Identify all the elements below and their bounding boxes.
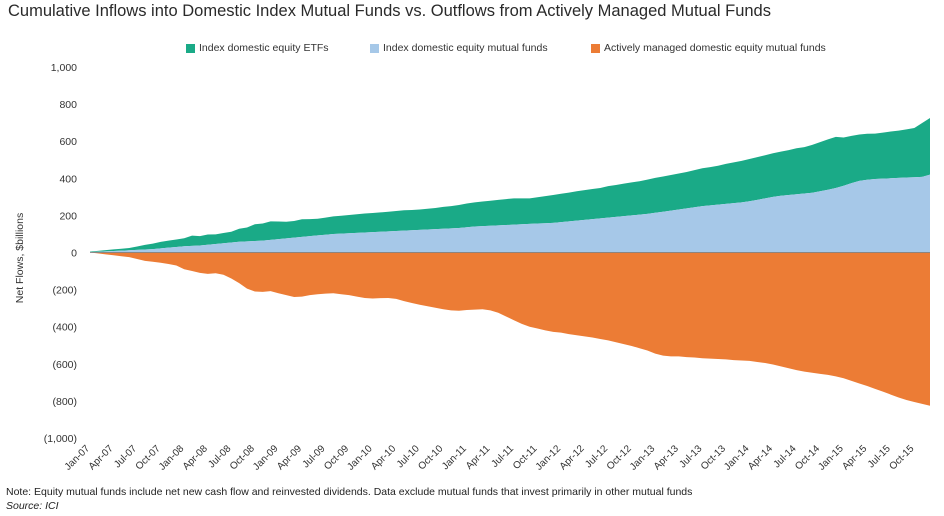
legend-swatch-active: [591, 43, 600, 53]
y-tick-label: (200): [52, 285, 77, 297]
x-tick-label: Apr-15: [840, 443, 869, 472]
x-tick-label: Apr-11: [464, 443, 493, 472]
legend-item-etf: Index domestic equity ETFs: [186, 42, 329, 54]
x-tick-label: Apr-14: [746, 443, 775, 472]
x-tick-label: Jan-10: [345, 443, 375, 473]
x-tick-label: Apr-07: [87, 443, 116, 472]
y-tick-label: (1,000): [44, 433, 77, 445]
y-tick-label: 800: [59, 99, 77, 111]
x-tick-label: Jan-12: [534, 443, 564, 473]
legend-item-index-mf: Index domestic equity mutual funds: [370, 42, 548, 54]
y-tick-label: (800): [52, 396, 77, 408]
x-tick-label: Jan-09: [251, 443, 281, 473]
x-tick-label: Apr-13: [652, 443, 681, 472]
x-tick-label: Oct-15: [887, 443, 916, 472]
legend-label-index-mf: Index domestic equity mutual funds: [383, 42, 548, 54]
x-tick-label: Apr-10: [369, 443, 398, 472]
series-area-index-mf: [90, 174, 930, 253]
x-tick-label: Jan-13: [628, 443, 658, 473]
x-tick-label: Jan-11: [440, 443, 469, 472]
y-tick-label: 400: [59, 173, 77, 185]
x-tick-label: Jan-14: [722, 443, 752, 473]
y-tick-label: 1,000: [51, 62, 77, 74]
x-tick-label: Oct-10: [416, 443, 445, 472]
x-tick-label: Jan-07: [63, 443, 93, 473]
x-tick-label: Apr-09: [275, 443, 304, 472]
y-tick-label: (400): [52, 322, 77, 334]
legend-label-active: Actively managed domestic equity mutual …: [604, 42, 826, 54]
y-tick-label: 600: [59, 136, 77, 148]
series-area-active: [90, 252, 930, 406]
chart-title: Cumulative Inflows into Domestic Index M…: [8, 2, 771, 20]
legend-swatch-index-mf: [370, 43, 379, 53]
series-area-etf: [90, 118, 930, 253]
x-tick-label: Jan-15: [816, 443, 846, 473]
legend-label-etf: Index domestic equity ETFs: [199, 42, 329, 54]
x-tick-label: Apr-12: [558, 443, 587, 472]
chart-source: Source: ICI: [6, 500, 59, 512]
y-tick-label: 200: [59, 210, 77, 222]
legend-item-active: Actively managed domestic equity mutual …: [591, 42, 826, 54]
x-tick-label: Jan-08: [157, 443, 187, 473]
chart-note: Note: Equity mutual funds include net ne…: [6, 486, 693, 498]
chart-legend: Index domestic equity ETFs Index domesti…: [0, 42, 944, 58]
legend-swatch-etf: [186, 43, 195, 53]
y-tick-label: 0: [71, 248, 77, 260]
y-tick-label: (600): [52, 359, 77, 371]
x-tick-label: Apr-08: [181, 443, 210, 472]
